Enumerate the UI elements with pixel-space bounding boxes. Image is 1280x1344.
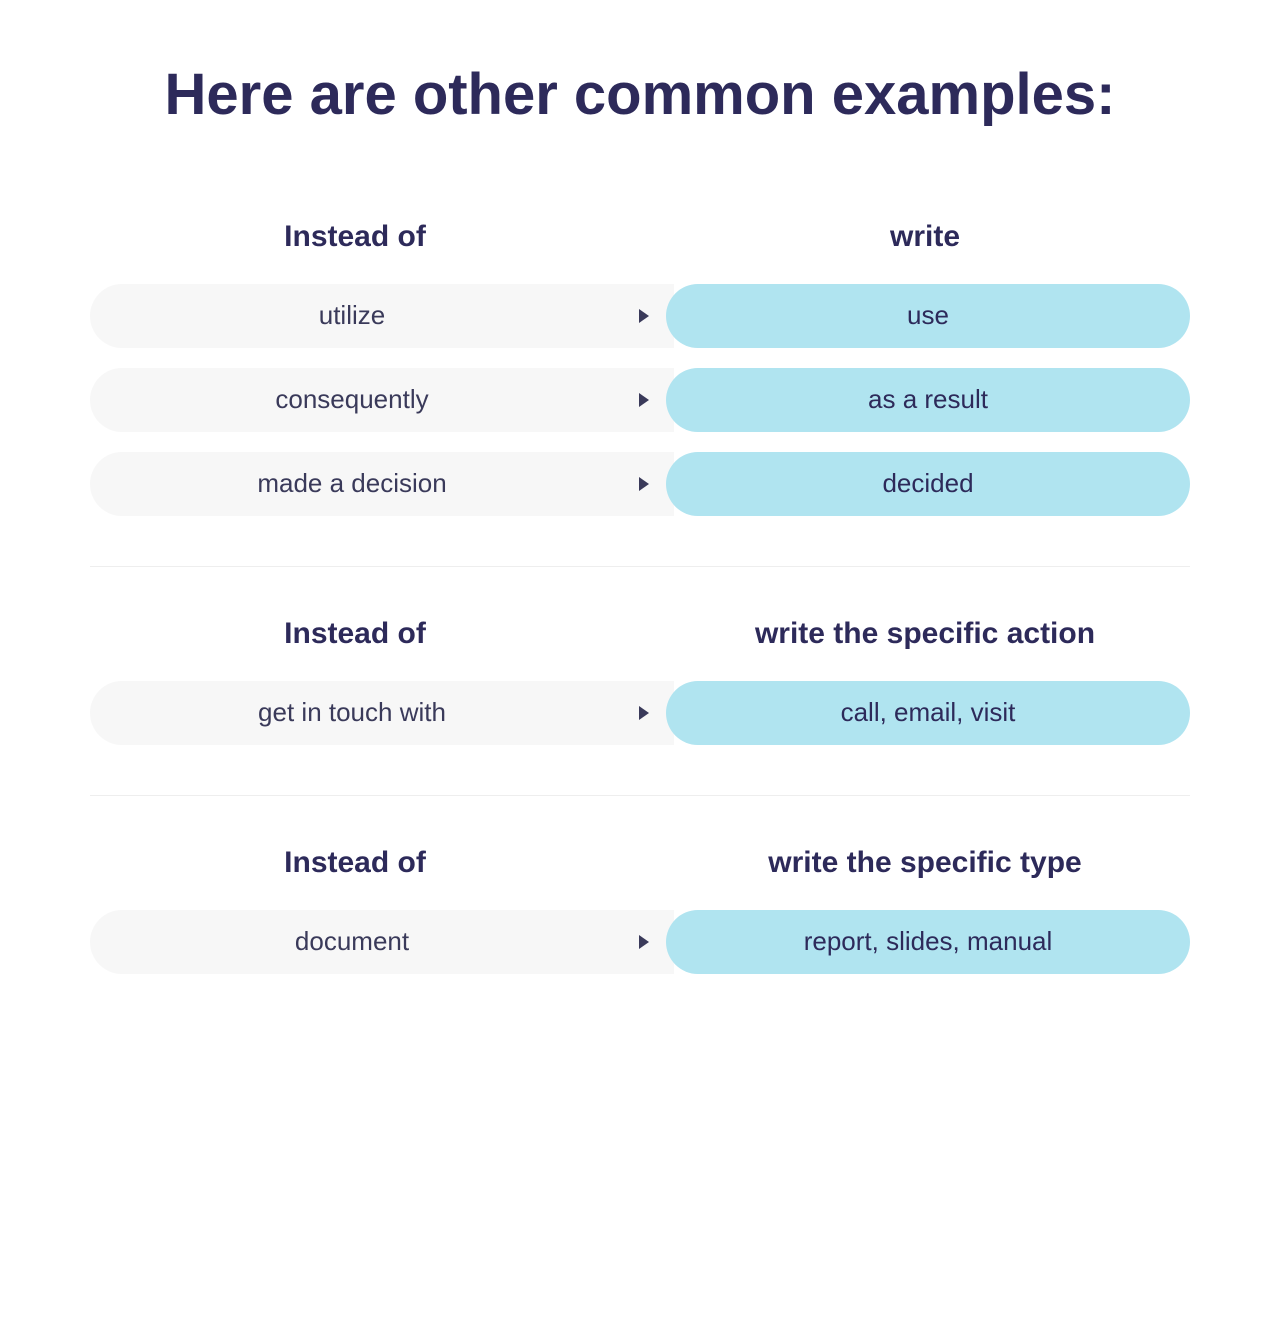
section-divider — [90, 566, 1190, 567]
cell-write: decided — [666, 452, 1190, 516]
section-header-row: Instead of write — [90, 220, 1190, 254]
arrow-cell — [614, 910, 674, 974]
section-1: Instead of write utilize use consequentl… — [90, 220, 1190, 516]
cell-instead-of: utilize — [90, 284, 614, 348]
arrow-cell — [614, 368, 674, 432]
example-row: get in touch with call, email, visit — [90, 681, 1190, 745]
triangle-right-icon — [639, 706, 649, 720]
header-instead-of: Instead of — [100, 220, 610, 254]
header-write-type: write the specific type — [670, 846, 1180, 880]
cell-instead-of: made a decision — [90, 452, 614, 516]
cell-write: report, slides, manual — [666, 910, 1190, 974]
cell-write: call, email, visit — [666, 681, 1190, 745]
triangle-right-icon — [639, 935, 649, 949]
section-divider — [90, 795, 1190, 796]
example-row: document report, slides, manual — [90, 910, 1190, 974]
arrow-cell — [614, 452, 674, 516]
example-row: consequently as a result — [90, 368, 1190, 432]
cell-write: as a result — [666, 368, 1190, 432]
page-title: Here are other common examples: — [90, 60, 1190, 130]
cell-write: use — [666, 284, 1190, 348]
cell-instead-of: get in touch with — [90, 681, 614, 745]
header-instead-of: Instead of — [100, 846, 610, 880]
arrow-cell — [614, 681, 674, 745]
section-3: Instead of write the specific type docum… — [90, 846, 1190, 974]
cell-instead-of: document — [90, 910, 614, 974]
triangle-right-icon — [639, 309, 649, 323]
section-header-row: Instead of write the specific action — [90, 617, 1190, 651]
example-row: utilize use — [90, 284, 1190, 348]
example-row: made a decision decided — [90, 452, 1190, 516]
cell-instead-of: consequently — [90, 368, 614, 432]
header-instead-of: Instead of — [100, 617, 610, 651]
arrow-cell — [614, 284, 674, 348]
section-2: Instead of write the specific action get… — [90, 617, 1190, 745]
header-write: write — [670, 220, 1180, 254]
header-write-action: write the specific action — [670, 617, 1180, 651]
triangle-right-icon — [639, 477, 649, 491]
triangle-right-icon — [639, 393, 649, 407]
section-header-row: Instead of write the specific type — [90, 846, 1190, 880]
